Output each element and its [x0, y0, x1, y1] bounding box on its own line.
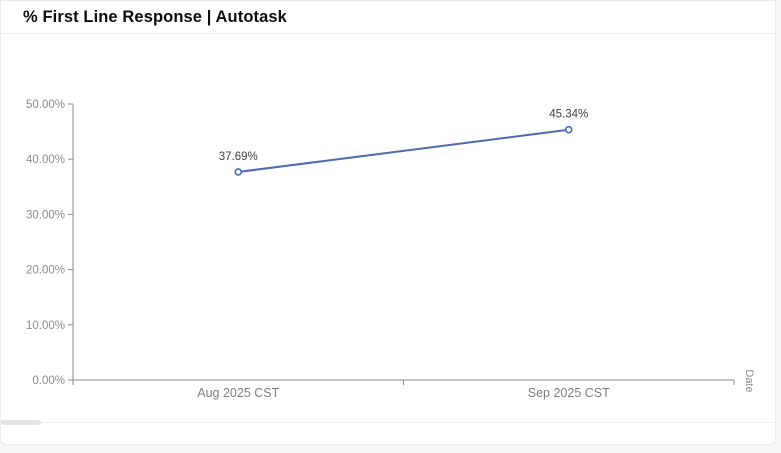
data-point-label: 45.34% — [549, 109, 588, 121]
y-tick-label: 10.00% — [26, 320, 65, 332]
x-axis-title: Date — [743, 369, 755, 392]
chart-title: % First Line Response | Autotask — [23, 7, 287, 26]
x-tick-label: Sep 2025 CST — [528, 386, 610, 400]
series-line — [238, 128, 569, 173]
data-point-label: 37.69% — [219, 151, 258, 163]
y-tick-label: 20.00% — [26, 265, 65, 277]
chart-card: % First Line Response | Autotask 0.00% 10… — [0, 0, 776, 445]
y-tick-label: 0.00% — [32, 375, 65, 387]
horizontal-scrollbar-track[interactable] — [1, 422, 776, 423]
line-chart: 0.00% 10.00% 20.00% 30.00% 40.00% 50.00% Aug 2… — [1, 34, 776, 445]
y-tick-label: 40.00% — [26, 154, 65, 166]
data-point[interactable] — [234, 168, 243, 176]
y-tick-label: 50.00% — [26, 99, 65, 111]
data-point[interactable] — [564, 125, 573, 134]
y-tick-label: 30.00% — [26, 209, 65, 221]
horizontal-scrollbar-thumb[interactable] — [1, 420, 41, 425]
line-chart-svg: 0.00% 10.00% 20.00% 30.00% 40.00% 50.00% Aug 2… — [26, 99, 755, 400]
x-tick-label: Aug 2025 CST — [197, 386, 279, 400]
chart-card-header: % First Line Response | Autotask — [1, 1, 775, 34]
